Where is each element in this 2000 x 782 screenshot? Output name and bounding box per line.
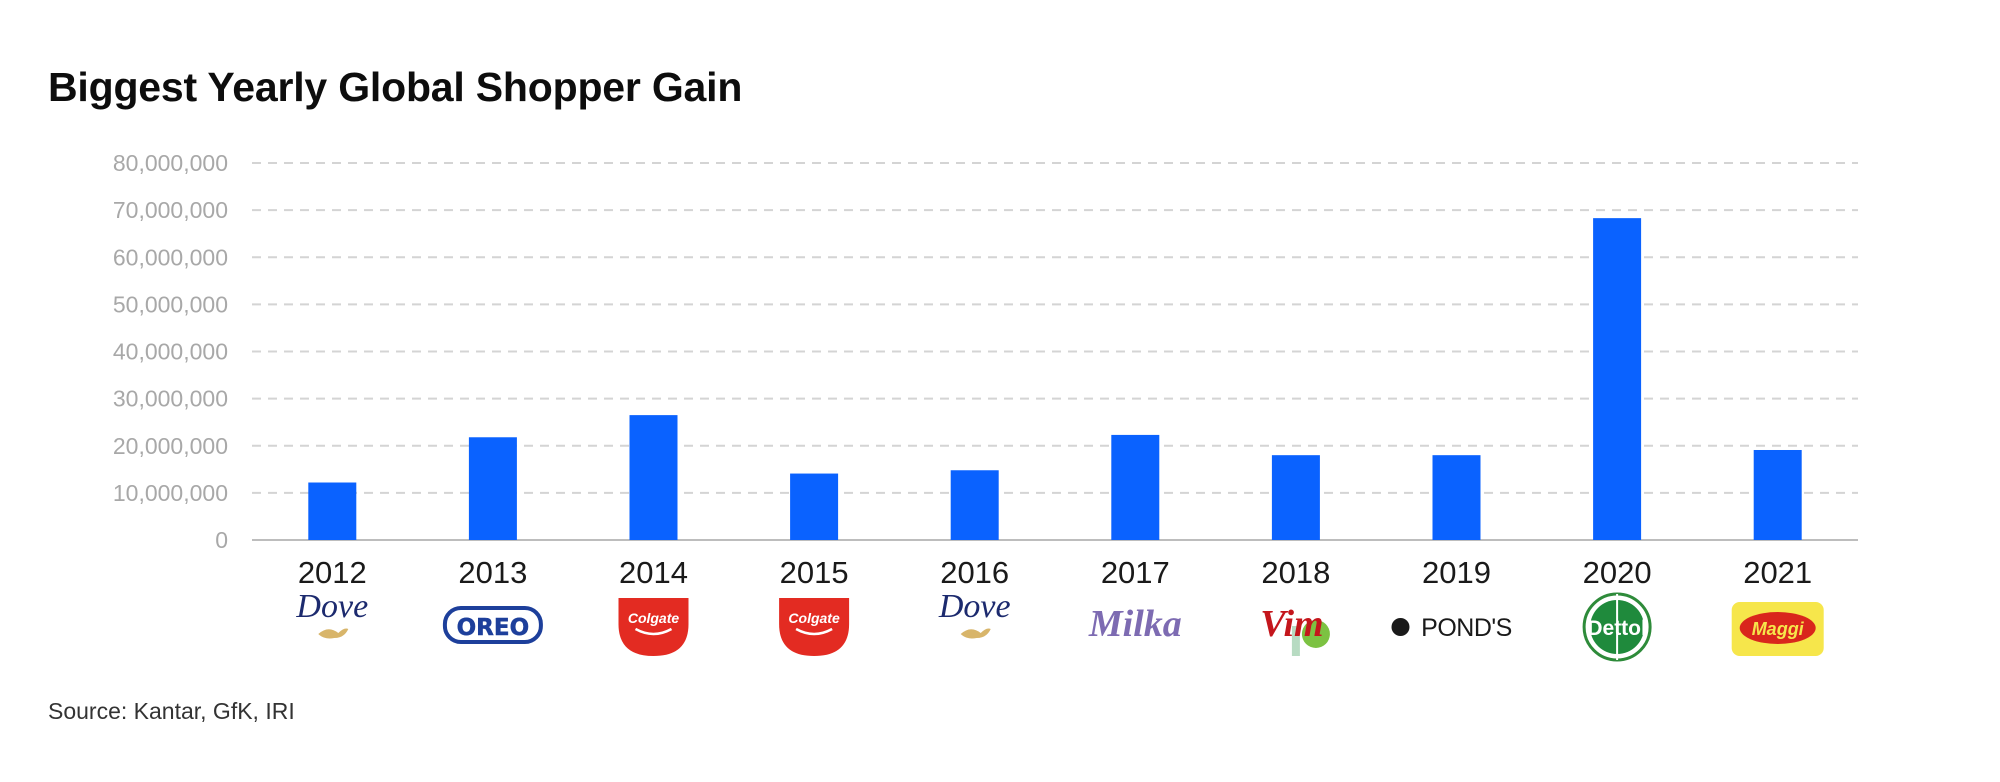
x-tick-label: 2012 (298, 555, 367, 590)
dove-wordmark: Dove (295, 588, 368, 625)
bar-2021 (1753, 449, 1802, 540)
dettol-wordmark: Dettol (1587, 617, 1647, 640)
bar-2017 (1111, 434, 1160, 540)
chart-title: Biggest Yearly Global Shopper Gain (48, 64, 743, 110)
colgate-shield-icon (618, 598, 689, 656)
brand-logo-2018: Vim (1260, 603, 1330, 656)
dove-bird-icon (960, 628, 991, 639)
y-tick-label: 60,000,000 (113, 244, 228, 270)
bar-2019 (1432, 455, 1481, 540)
brand-logo-2015: Colgate (779, 598, 850, 656)
y-tick-label: 10,000,000 (113, 480, 228, 506)
oreo-badge-icon (442, 606, 543, 644)
bar-2014 (629, 415, 678, 540)
oreo-wordmark: OREO (457, 615, 530, 641)
bar-2018 (1271, 455, 1320, 540)
maggi-badge-icon (1739, 612, 1816, 644)
vim-lime-icon (1301, 620, 1330, 648)
colgate-shield-icon (779, 598, 850, 656)
bar-2013 (468, 437, 517, 540)
brand-logo-2017: Milka (1088, 603, 1182, 645)
y-tick-label: 20,000,000 (113, 433, 228, 459)
maggi-wordmark: Maggi (1752, 619, 1805, 639)
y-tick-label: 80,000,000 (113, 150, 228, 176)
colgate-smile-icon (795, 627, 833, 636)
y-tick-label: 0 (215, 527, 228, 553)
brand-logo-2016: Dove (938, 588, 1011, 639)
y-tick-label: 70,000,000 (113, 197, 228, 223)
ponds-wordmark: POND'S (1421, 614, 1512, 642)
brand-logo-2019: POND'S (1391, 614, 1512, 642)
dove-bird-icon (318, 628, 349, 639)
brand-logo-2013: OREO (442, 606, 543, 644)
ponds-flower-icon (1391, 618, 1410, 636)
y-tick-label: 30,000,000 (113, 386, 228, 412)
x-tick-label: 2014 (619, 555, 688, 590)
dove-wordmark: Dove (938, 588, 1011, 625)
vim-wordmark: Vim (1260, 603, 1323, 645)
y-tick-label: 40,000,000 (113, 339, 228, 365)
x-tick-label: 2019 (1422, 555, 1491, 590)
brand-logo-2014: Colgate (618, 598, 689, 656)
bar-2012 (308, 482, 357, 540)
x-tick-label: 2013 (458, 555, 527, 590)
x-tick-label: 2020 (1583, 555, 1652, 590)
bar-2015 (790, 473, 839, 540)
vim-bottle-icon (1291, 626, 1300, 656)
x-tick-label: 2018 (1261, 555, 1330, 590)
x-tick-label: 2021 (1743, 555, 1812, 590)
brand-logo-2012: Dove (295, 588, 368, 639)
colgate-smile-icon (634, 627, 673, 636)
source-note: Source: Kantar, GfK, IRI (48, 698, 295, 724)
brand-logo-2020: Dettol (1582, 592, 1652, 662)
colgate-wordmark: Colgate (628, 610, 680, 626)
colgate-wordmark: Colgate (788, 610, 840, 626)
x-tick-label: 2015 (780, 555, 849, 590)
milka-wordmark: Milka (1088, 603, 1182, 645)
bar-2020 (1593, 218, 1642, 541)
y-tick-label: 50,000,000 (113, 291, 228, 317)
brand-logo-2021: Maggi (1731, 602, 1824, 656)
x-tick-label: 2017 (1101, 555, 1170, 590)
bar-2016 (950, 470, 999, 540)
x-tick-label: 2016 (940, 555, 1009, 590)
